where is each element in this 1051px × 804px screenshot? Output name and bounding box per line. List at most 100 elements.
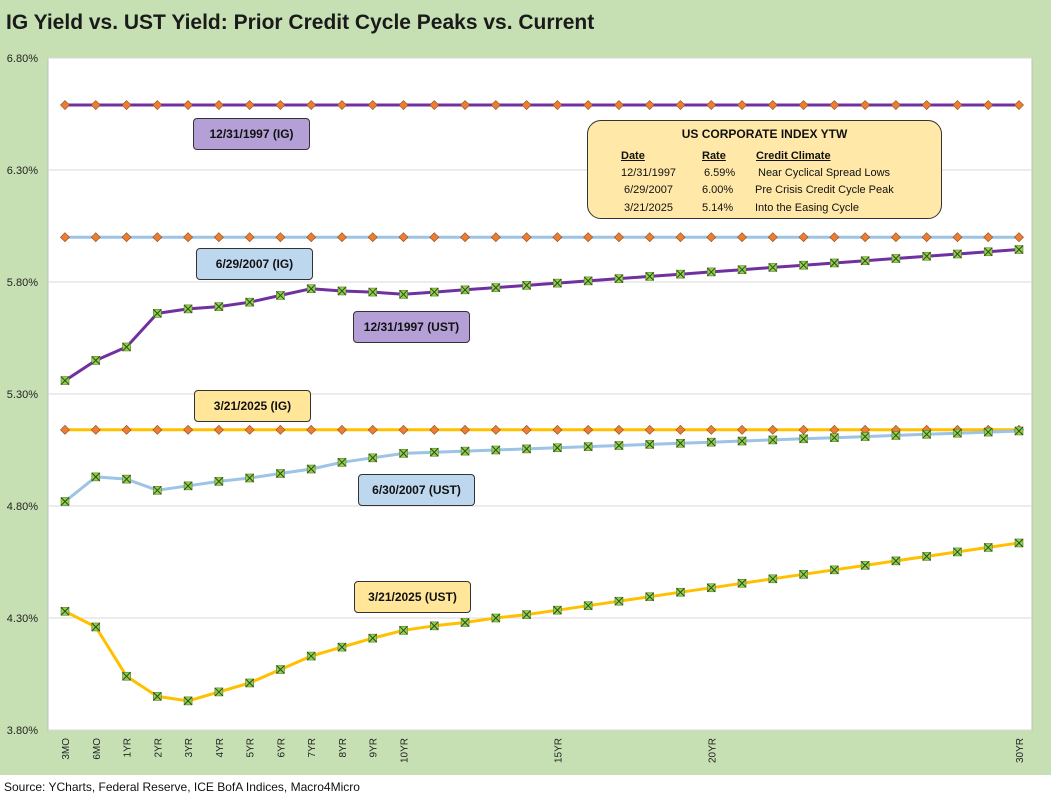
data-point-x bbox=[768, 435, 778, 445]
data-point bbox=[275, 424, 286, 435]
data-point bbox=[152, 692, 162, 701]
data-point bbox=[767, 424, 778, 435]
data-point-x bbox=[337, 457, 347, 467]
data-point bbox=[890, 232, 901, 243]
data-point bbox=[767, 232, 778, 243]
data-point bbox=[367, 424, 378, 435]
data-point bbox=[521, 100, 532, 110]
data-point bbox=[152, 485, 162, 495]
data-point bbox=[122, 342, 131, 352]
data-point-x bbox=[799, 569, 808, 579]
data-point bbox=[122, 474, 131, 484]
data-point bbox=[768, 263, 778, 272]
data-point-x bbox=[614, 441, 624, 450]
data-point bbox=[614, 424, 624, 435]
info-row-climate: Into the Easing Cycle bbox=[755, 202, 859, 214]
data-point bbox=[706, 232, 717, 243]
data-point bbox=[398, 424, 409, 435]
data-point-x bbox=[706, 583, 716, 593]
data-point-x bbox=[799, 260, 808, 270]
data-point bbox=[183, 481, 193, 491]
data-point-x bbox=[830, 565, 839, 575]
series-label-2007-ust: 6/30/2007 (UST) bbox=[358, 474, 475, 506]
data-point bbox=[983, 427, 993, 437]
data-point bbox=[860, 256, 870, 266]
data-point bbox=[645, 440, 655, 449]
info-row-date: 12/31/1997 bbox=[621, 167, 677, 179]
data-point bbox=[245, 297, 254, 307]
data-point-x bbox=[706, 267, 716, 277]
data-point bbox=[645, 272, 655, 281]
data-point-x bbox=[676, 587, 685, 597]
data-point-x bbox=[583, 601, 593, 611]
data-point-x bbox=[491, 445, 501, 455]
data-point bbox=[491, 445, 501, 455]
data-point bbox=[798, 100, 809, 110]
data-point bbox=[552, 424, 563, 435]
data-point bbox=[398, 100, 409, 110]
data-point bbox=[60, 232, 70, 243]
x-tick-label: 6YR bbox=[276, 738, 287, 757]
data-point-x bbox=[368, 633, 378, 643]
data-point bbox=[91, 622, 101, 632]
data-point bbox=[583, 100, 594, 110]
x-tick-label: 3MO bbox=[61, 738, 72, 760]
data-point-x bbox=[276, 469, 285, 478]
series-line bbox=[64, 248, 1020, 382]
data-point bbox=[276, 665, 285, 674]
data-point-x bbox=[860, 432, 870, 441]
data-point bbox=[830, 258, 839, 268]
data-point-x bbox=[522, 444, 531, 454]
y-tick-label: 5.30% bbox=[7, 389, 38, 401]
x-tick-label: 2YR bbox=[153, 738, 164, 757]
data-point-x bbox=[983, 543, 993, 552]
data-point-x bbox=[183, 696, 193, 706]
x-tick-label: 15YR bbox=[553, 738, 564, 763]
data-point bbox=[706, 424, 717, 435]
data-point-x bbox=[830, 258, 839, 268]
data-point bbox=[90, 424, 101, 435]
data-point bbox=[676, 587, 685, 597]
data-point bbox=[490, 424, 501, 435]
data-point-x bbox=[676, 438, 685, 448]
data-point bbox=[983, 543, 993, 552]
data-point-x bbox=[953, 428, 962, 438]
data-point bbox=[952, 100, 963, 110]
series-line bbox=[64, 541, 1020, 703]
data-point bbox=[399, 625, 408, 635]
data-point bbox=[983, 232, 994, 243]
data-point bbox=[521, 232, 532, 243]
data-point-x bbox=[553, 605, 562, 615]
data-point-x bbox=[337, 286, 347, 296]
data-point-x bbox=[553, 278, 562, 288]
data-point bbox=[737, 424, 747, 435]
series-label-2025-ust: 3/21/2025 (UST) bbox=[354, 581, 471, 613]
data-point-x bbox=[399, 625, 408, 635]
x-tick-label: 30YR bbox=[1015, 738, 1026, 763]
data-point bbox=[244, 100, 255, 110]
data-point bbox=[306, 651, 316, 661]
data-point bbox=[583, 232, 594, 243]
data-point-x bbox=[491, 283, 501, 292]
data-point-x bbox=[522, 281, 531, 290]
data-point bbox=[614, 100, 624, 110]
data-point bbox=[337, 100, 347, 110]
data-point-x bbox=[245, 678, 254, 688]
data-point-x bbox=[1014, 426, 1024, 436]
data-point bbox=[799, 260, 808, 270]
data-point bbox=[490, 232, 501, 243]
data-point bbox=[676, 438, 685, 448]
data-point bbox=[983, 100, 994, 110]
data-point bbox=[60, 497, 70, 506]
x-tick-label: 3YR bbox=[184, 738, 195, 757]
data-point bbox=[737, 100, 747, 110]
data-point bbox=[60, 100, 70, 110]
info-row-rate: 5.14% bbox=[702, 202, 734, 214]
data-point bbox=[244, 232, 255, 243]
data-point bbox=[460, 446, 470, 456]
data-point bbox=[860, 561, 870, 570]
data-point bbox=[614, 441, 624, 450]
data-point-x bbox=[645, 440, 655, 449]
data-point bbox=[983, 247, 993, 257]
data-point-x bbox=[214, 477, 224, 486]
